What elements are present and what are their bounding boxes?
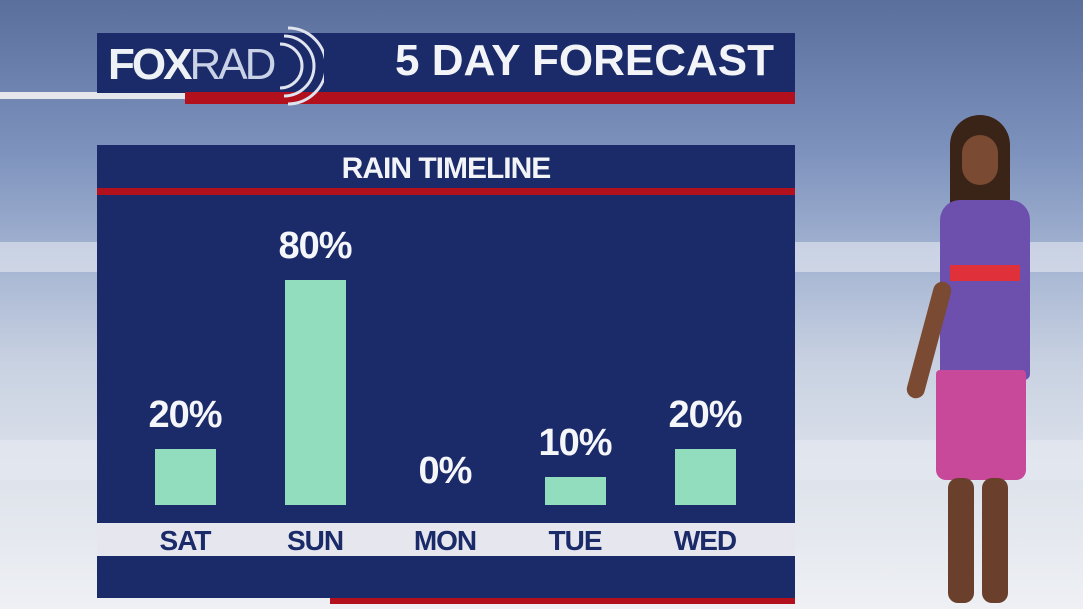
data-label: 20% xyxy=(148,393,222,436)
header-white-line xyxy=(0,92,185,99)
radar-rings-icon xyxy=(279,26,324,106)
header-red-line xyxy=(185,92,795,104)
bar-sat xyxy=(155,448,216,505)
data-label: 80% xyxy=(278,225,352,268)
day-label-strip xyxy=(97,523,795,556)
meteorologist xyxy=(900,110,1070,609)
bar-wed xyxy=(675,448,736,505)
logo-fox: FOX xyxy=(108,40,192,89)
data-label: 20% xyxy=(668,393,742,436)
day-label: WED xyxy=(673,525,737,556)
day-label: SUN xyxy=(286,525,344,556)
panel-red-line xyxy=(97,188,795,195)
rain-timeline-panel: RAIN TIMELINE 20% SAT 80% SUN 0% MON 10% TUE 20%… xyxy=(97,145,795,598)
data-label: 10% xyxy=(538,421,612,464)
data-label: 0% xyxy=(418,450,473,492)
bottom-red-line xyxy=(330,598,795,604)
foxrad-logo: FOXRAD xyxy=(108,40,276,90)
header-bar xyxy=(97,33,795,93)
logo-rad: RAD xyxy=(189,40,276,89)
bar-sun xyxy=(285,280,346,505)
chart-title: RAIN TIMELINE xyxy=(341,152,552,185)
day-label: TUE xyxy=(548,525,603,556)
page-title: 5 DAY FORECAST xyxy=(395,36,774,85)
day-label: MON xyxy=(413,525,477,556)
bar-tue xyxy=(545,476,606,505)
day-label: SAT xyxy=(159,525,212,556)
